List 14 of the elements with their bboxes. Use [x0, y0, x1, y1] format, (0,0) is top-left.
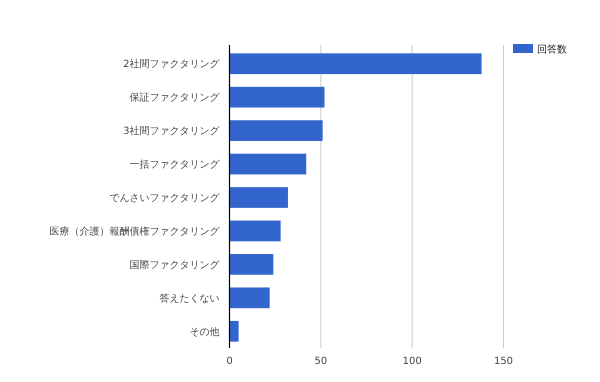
y-tick-label: 答えたくない	[160, 292, 220, 304]
x-tick-label: 0	[226, 356, 233, 367]
y-tick-label: 国際ファクタリング	[130, 258, 220, 271]
y-tick-label: 3社間ファクタリング	[123, 125, 220, 138]
y-tick-label: その他	[190, 326, 220, 338]
x-tick-label: 100	[402, 356, 422, 367]
y-tick-label: 一括ファクタリング	[130, 158, 220, 171]
y-tick-label: 医療（介護）報酬債権ファクタリング	[50, 225, 220, 238]
y-tick-label: 2社間ファクタリング	[123, 58, 220, 70]
x-tick-label: 50	[314, 356, 328, 367]
y-tick-label: 保証ファクタリング	[130, 92, 220, 104]
x-tick-label: 150	[494, 356, 514, 367]
y-tick-label: でんさいファクタリング	[110, 193, 220, 204]
legend-label: 回答数	[537, 44, 567, 56]
